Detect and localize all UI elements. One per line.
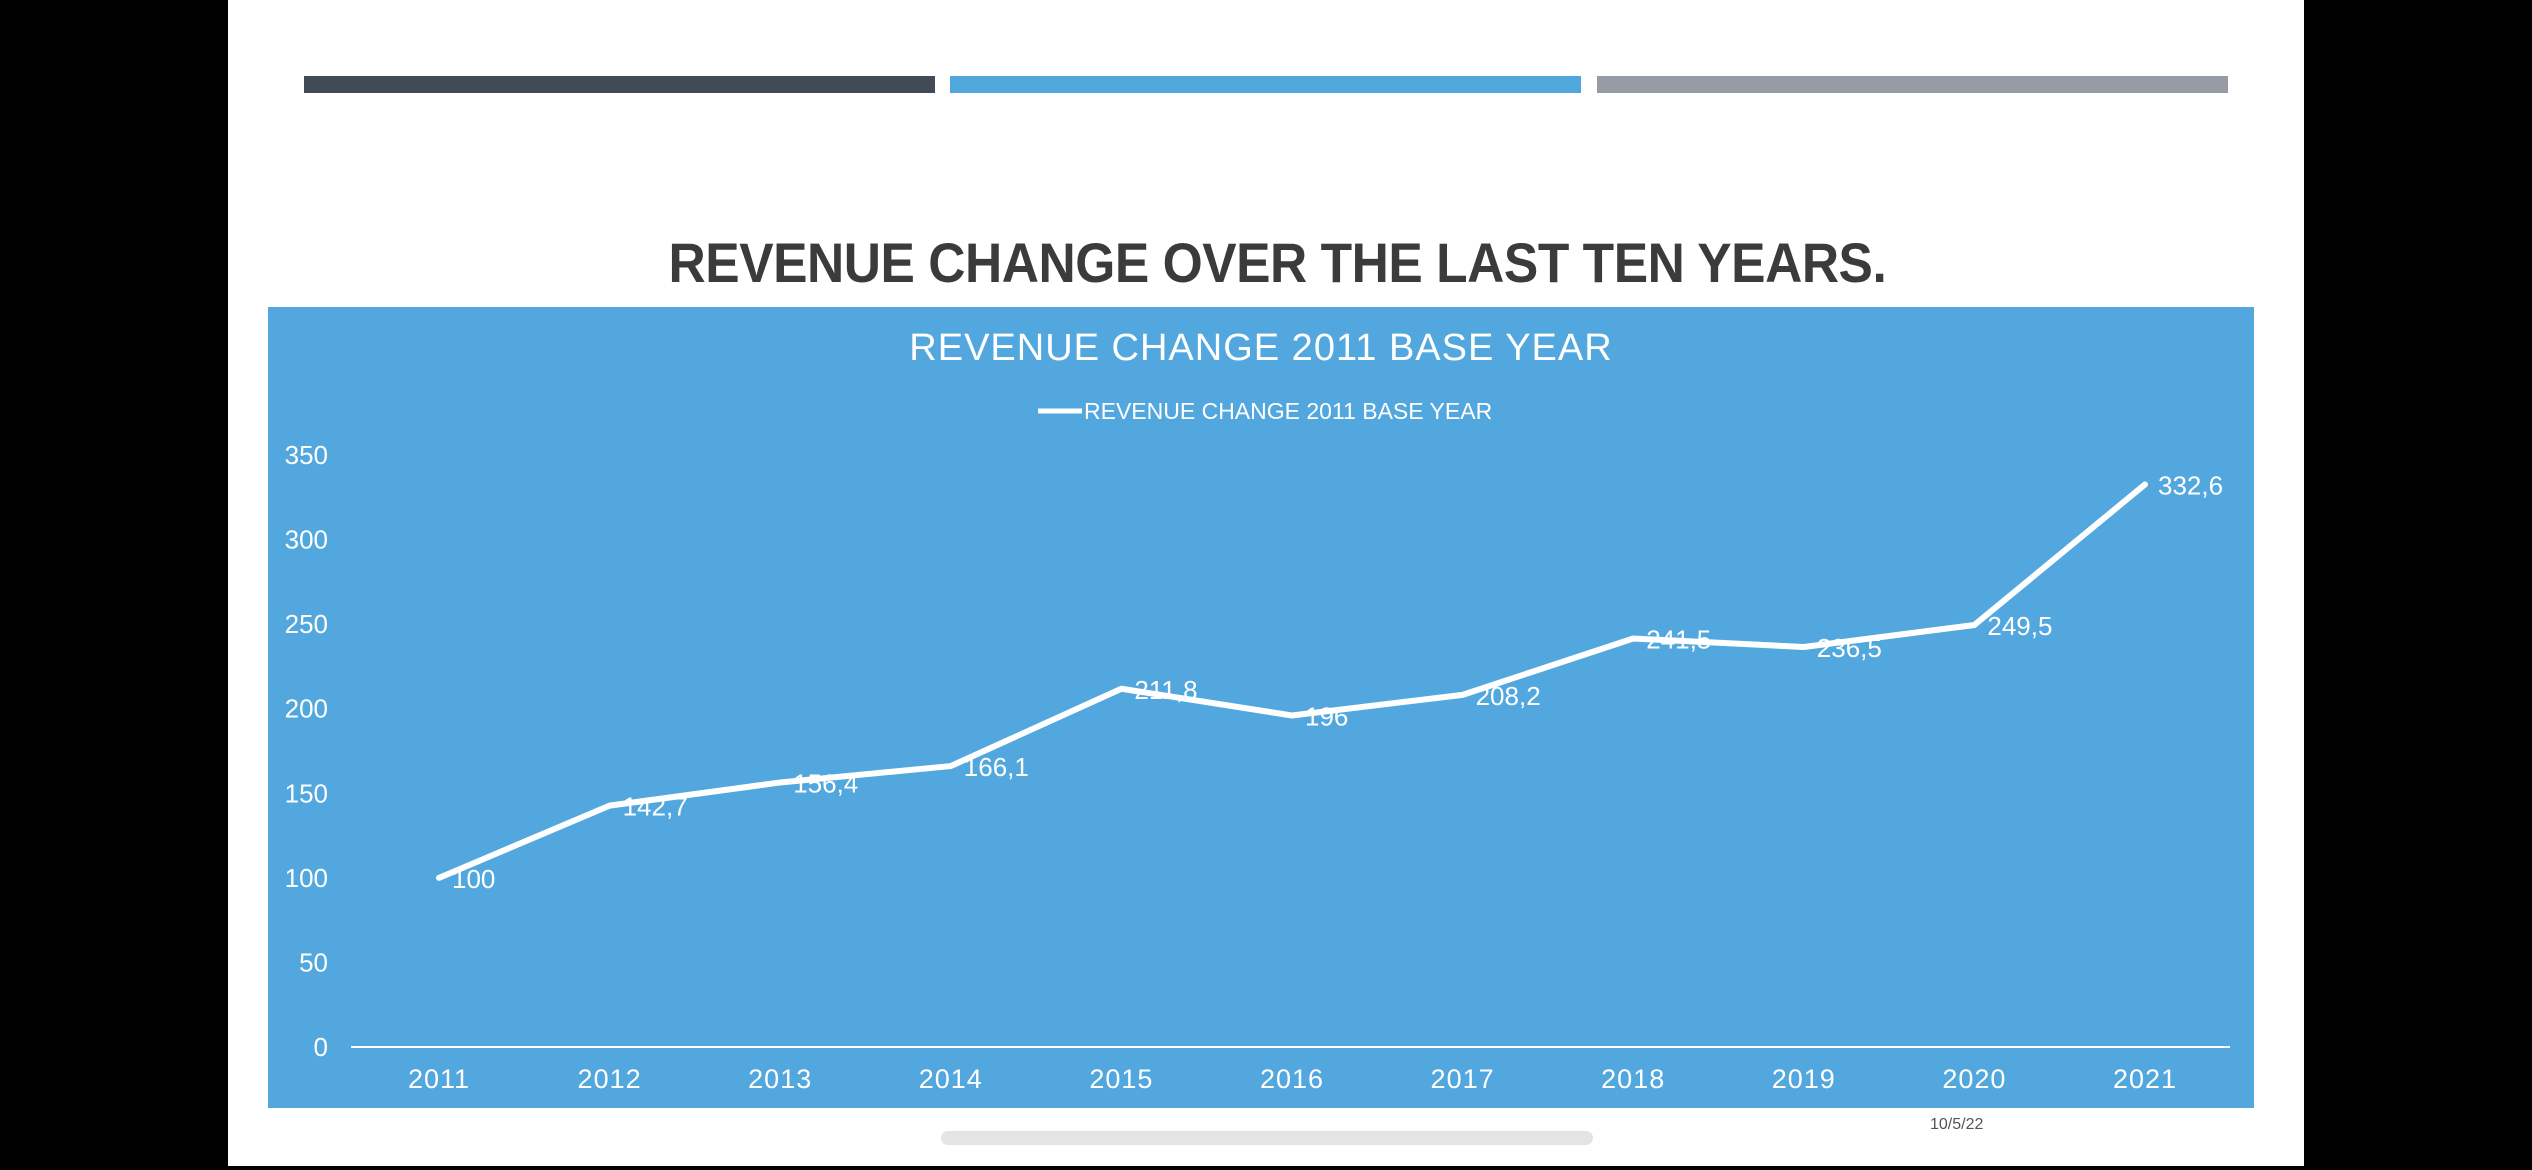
x-tick-label: 2019 bbox=[1772, 1064, 1836, 1094]
y-tick-label: 0 bbox=[314, 1032, 328, 1062]
x-tick-label: 2017 bbox=[1431, 1064, 1495, 1094]
slide-title: REVENUE CHANGE OVER THE LAST TEN YEARS. bbox=[668, 231, 1887, 294]
accent-bar-3 bbox=[1597, 76, 2228, 93]
slide-date: 10/5/22 bbox=[1930, 1116, 1984, 1133]
y-tick-label: 350 bbox=[285, 440, 328, 470]
y-tick-label: 250 bbox=[285, 609, 328, 639]
x-tick-label: 2011 bbox=[408, 1064, 470, 1094]
accent-bar-2 bbox=[950, 76, 1581, 93]
chart-title: REVENUE CHANGE 2011 BASE YEAR bbox=[909, 327, 1612, 369]
data-label: 241,5 bbox=[1646, 625, 1711, 655]
x-tick-label: 2014 bbox=[919, 1064, 983, 1094]
y-tick-label: 200 bbox=[285, 694, 328, 724]
data-label: 211,8 bbox=[1134, 675, 1197, 705]
data-labels: 100 142,7 156,4 166,1 211,8 196 208,2 241,5 236,… bbox=[452, 470, 2223, 893]
horizontal-scrollbar[interactable] bbox=[941, 1131, 1593, 1145]
data-label: 208,2 bbox=[1476, 681, 1541, 711]
accent-bar-1 bbox=[304, 76, 935, 93]
data-label: 332,6 bbox=[2158, 470, 2223, 500]
x-axis: 2011 2012 2013 2014 2015 2016 2017 2018 2019 2020… bbox=[408, 1064, 2177, 1094]
y-tick-label: 50 bbox=[299, 947, 328, 977]
data-label: 249,5 bbox=[1987, 611, 2052, 641]
x-tick-label: 2020 bbox=[1942, 1064, 2006, 1094]
chart-background bbox=[268, 307, 2254, 1108]
slide: REVENUE CHANGE OVER THE LAST TEN YEARS. … bbox=[228, 0, 2304, 1166]
data-label: 166,1 bbox=[964, 752, 1029, 782]
data-label: 196 bbox=[1305, 701, 1348, 731]
x-tick-label: 2016 bbox=[1260, 1064, 1324, 1094]
data-label: 236,5 bbox=[1817, 633, 1882, 663]
x-tick-label: 2018 bbox=[1601, 1064, 1665, 1094]
revenue-line-chart: REVENUE CHANGE 2011 BASE YEAR REVENUE CH… bbox=[268, 307, 2254, 1108]
x-tick-label: 2013 bbox=[748, 1064, 812, 1094]
data-label: 156,4 bbox=[793, 768, 858, 798]
x-tick-label: 2015 bbox=[1089, 1064, 1153, 1094]
y-axis: 0 50 100 150 200 250 300 350 bbox=[285, 440, 328, 1062]
legend-label: REVENUE CHANGE 2011 BASE YEAR bbox=[1084, 398, 1492, 424]
data-label: 100 bbox=[452, 864, 495, 894]
x-tick-label: 2021 bbox=[2113, 1064, 2177, 1094]
chart-svg: REVENUE CHANGE 2011 BASE YEAR REVENUE CH… bbox=[268, 307, 2254, 1108]
y-tick-label: 150 bbox=[285, 778, 328, 808]
chart-legend: REVENUE CHANGE 2011 BASE YEAR bbox=[1038, 398, 1492, 424]
y-tick-label: 300 bbox=[285, 525, 328, 555]
data-label: 142,7 bbox=[623, 792, 688, 822]
y-tick-label: 100 bbox=[285, 863, 328, 893]
series-line bbox=[436, 481, 2148, 881]
x-tick-label: 2012 bbox=[578, 1064, 642, 1094]
